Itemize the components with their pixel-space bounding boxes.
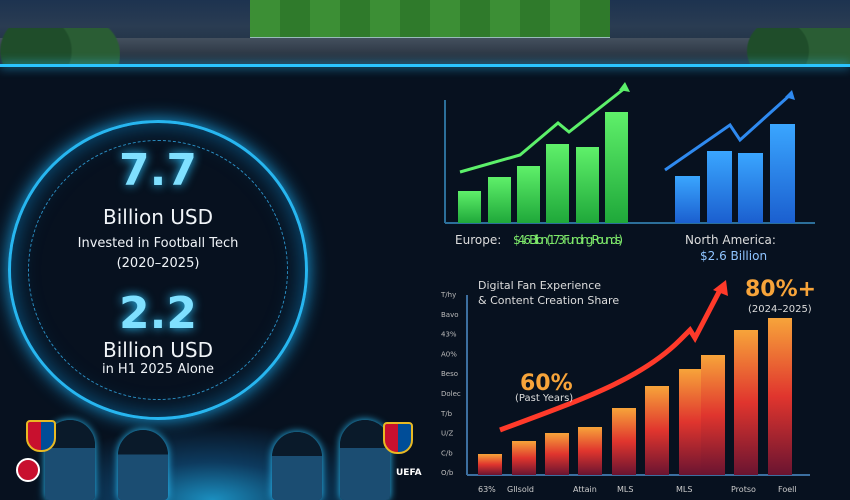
na-bar [707,151,732,223]
europe-bar [458,191,481,223]
x-tick-label: Foell [778,485,797,494]
x-tick-label: MLS [676,485,692,494]
stat1-value: 7.7 [119,145,197,196]
annotation-80-note: (2024–2025) [748,304,812,315]
share-trend-arrow [499,288,723,433]
player-silhouette [340,420,390,500]
x-tick-label: Protso [731,485,756,494]
share-bar [701,355,725,475]
europe-value: $4.6 Billion (173 Funding Rounds) [513,233,623,247]
europe-trend-arrow [459,86,626,174]
y-tick-label: 43% [441,331,457,339]
arrow-head-icon [713,280,728,296]
europe-bar [605,112,628,223]
na-trend-arrow [664,93,792,172]
y-tick-label: C/b [441,449,453,457]
y-tick-label: U/Z [441,430,453,438]
players-illustration: UEFA [0,410,425,500]
arrow-head-icon [619,82,630,92]
uefa-logo-text: UEFA [396,468,422,478]
share-bar [768,318,792,475]
annotation-80-value: 80%+ [745,277,816,302]
stat-ring-inner [28,140,288,400]
x-tick-label: 63% [478,485,496,494]
na-bar [738,153,763,223]
divider [0,64,850,67]
trees [730,28,850,66]
stadium-banner [0,0,850,66]
share-bar [578,427,602,475]
share-title-line1: Digital Fan Experience [478,279,601,292]
y-tick-label: O/b [441,469,454,477]
europe-bar [546,144,569,223]
stat2-unit: Billion USD [103,338,213,362]
y-tick-label: T/b [440,410,453,418]
player-silhouette [272,432,322,500]
share-bar [545,433,569,475]
europe-label: Europe: [455,233,501,247]
share-bar [478,454,502,475]
y-tick-label: Dolec [441,390,461,398]
share-bar [645,386,669,475]
europe-bar [576,147,599,223]
na-bar [770,124,795,223]
stat2-value: 2.2 [119,288,197,339]
stat1-unit: Billion USD [103,205,213,229]
share-bar [734,330,758,475]
share-title-line2: & Content Creation Share [478,294,619,307]
annotation-60-note: (Past Years) [515,393,573,404]
annotation-60-value: 60% [520,371,573,396]
share-bar [512,441,536,475]
share-bar [612,408,636,475]
x-tick-label: Attain [573,485,597,494]
arrow-head-icon [785,90,795,100]
y-tick-label: A0% [441,350,457,358]
x-tick-label: MLS [617,485,633,494]
europe-bar [488,177,511,223]
y-tick-label: Bavo [441,311,459,319]
na-bar [675,176,700,223]
player-silhouette [118,430,168,500]
na-value: $2.6 Billion [700,249,767,263]
club-crest-icon [26,420,56,452]
stat1-period: (2020–2025) [116,256,200,271]
y-tick-label: Beso [441,370,458,378]
trees [0,28,120,66]
y-tick-label: T/hy [440,291,456,299]
stat1-desc: Invested in Football Tech [77,236,239,251]
stat2-desc: in H1 2025 Alone [101,362,215,377]
na-label: North America: [685,233,776,247]
share-bar [679,369,703,475]
league-logo-icon [16,458,40,482]
stadium-stand [0,38,850,66]
x-tick-label: Gllsold [507,485,534,494]
club-crest-icon [383,422,413,454]
europe-bar [517,166,540,223]
